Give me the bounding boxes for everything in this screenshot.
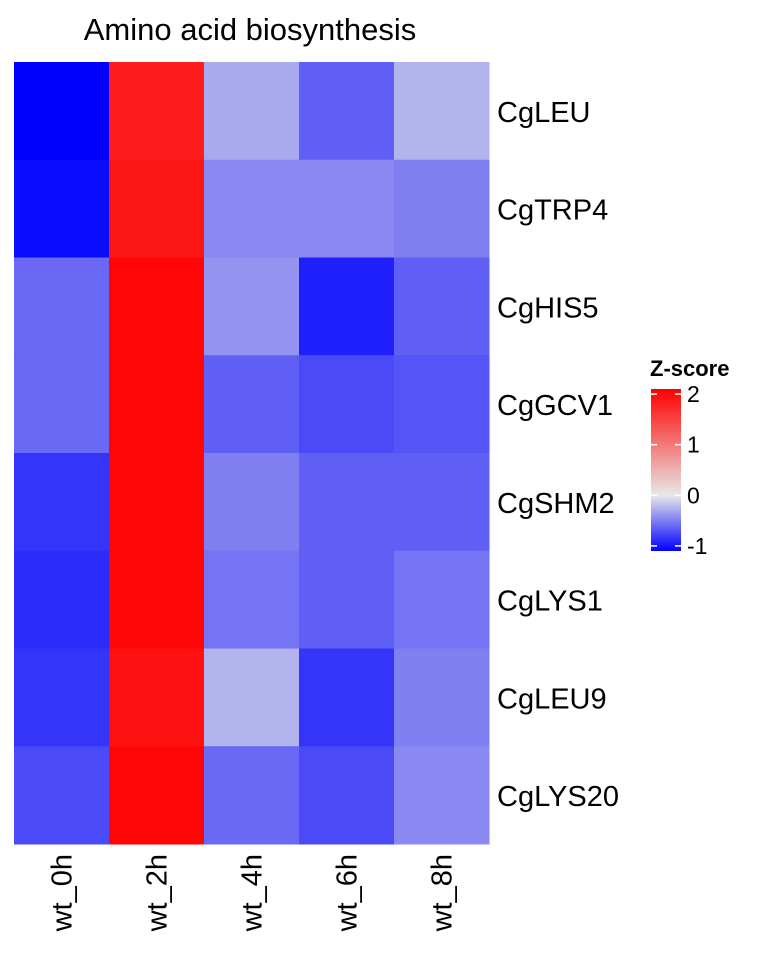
row-label: CgTRP4: [497, 195, 608, 227]
heatmap-cell: [299, 746, 395, 845]
heatmap-cell: [299, 648, 395, 747]
row-label: CgGCV1: [497, 390, 613, 422]
heatmap-cell: [204, 62, 300, 161]
heatmap-cell: [394, 453, 490, 552]
column-label: wt_6h: [332, 854, 364, 932]
column-label: wt_8h: [427, 854, 459, 932]
row-label: CgLYS1: [497, 586, 603, 618]
heatmap-cell: [109, 453, 205, 552]
heatmap-cells: [14, 62, 490, 845]
heatmap-cell: [14, 746, 110, 845]
column-label: wt_4h: [237, 854, 269, 932]
legend-tick-label: 1: [687, 432, 700, 458]
heatmap-cell: [204, 355, 300, 454]
legend-title: Z-score: [650, 356, 729, 381]
heatmap-cell: [299, 550, 395, 649]
column-label: wt_0h: [47, 854, 79, 932]
heatmap-cell: [14, 257, 110, 356]
heatmap-cell: [14, 355, 110, 454]
chart-title: Amino acid biosynthesis: [84, 12, 417, 47]
row-labels: CgLEU CgTRP4 CgHIS5 CgGCV1 CgSHM2 CgLYS1 CgLEU…: [497, 97, 619, 813]
column-label: wt_2h: [142, 854, 174, 932]
heatmap-cell: [299, 355, 395, 454]
row-label: CgLEU: [497, 97, 591, 129]
heatmap-cell: [299, 62, 395, 161]
color-legend: Z-score 2 1 0 -1: [650, 356, 729, 559]
heatmap-cell: [394, 746, 490, 845]
heatmap-cell: [204, 648, 300, 747]
heatmap-cell: [109, 355, 205, 454]
heatmap-cell: [14, 550, 110, 649]
heatmap-cell: [299, 453, 395, 552]
heatmap-cell: [299, 257, 395, 356]
row-label: CgSHM2: [497, 488, 615, 520]
heatmap-cell: [109, 62, 205, 161]
heatmap-cell: [14, 648, 110, 747]
heatmap-cell: [109, 550, 205, 649]
legend-tick-label: 2: [687, 381, 700, 407]
heatmap-cell: [14, 453, 110, 552]
heatmap-cell: [394, 355, 490, 454]
heatmap-cell: [204, 453, 300, 552]
heatmap-cell: [394, 550, 490, 649]
row-label: CgHIS5: [497, 292, 599, 324]
column-labels: wt_0h wt_2h wt_4h wt_6h wt_8h: [47, 854, 459, 932]
heatmap-cell: [109, 257, 205, 356]
legend-colorbar: [651, 389, 681, 551]
heatmap-cell: [394, 62, 490, 161]
heatmap-cell: [394, 159, 490, 258]
heatmap-cell: [109, 159, 205, 258]
heatmap-cell: [109, 648, 205, 747]
heatmap-cell: [394, 648, 490, 747]
heatmap-cell: [204, 550, 300, 649]
heatmap-cell: [14, 159, 110, 258]
legend-tick-label: -1: [687, 533, 707, 559]
heatmap-cell: [109, 746, 205, 845]
heatmap-cell: [204, 159, 300, 258]
legend-tick-label: 0: [687, 482, 700, 508]
heatmap-cell: [204, 257, 300, 356]
heatmap-cell: [394, 257, 490, 356]
row-label: CgLEU9: [497, 683, 607, 715]
row-label: CgLYS20: [497, 781, 619, 813]
heatmap-cell: [299, 159, 395, 258]
heatmap-cell: [14, 62, 110, 161]
heatmap-cell: [204, 746, 300, 845]
legend-ticks: 2 1 0 -1: [651, 381, 707, 559]
